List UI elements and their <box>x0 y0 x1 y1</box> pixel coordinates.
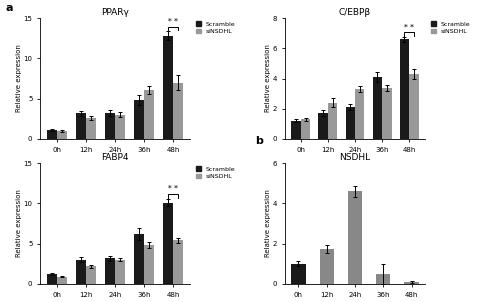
Text: b: b <box>255 136 263 146</box>
Bar <box>47 274 57 284</box>
Text: a: a <box>5 3 12 13</box>
Bar <box>173 240 183 284</box>
Bar <box>292 121 301 139</box>
Bar <box>320 249 334 284</box>
Bar <box>400 39 409 139</box>
Title: PPARγ: PPARγ <box>101 8 129 17</box>
Bar <box>76 113 86 139</box>
Bar <box>134 100 144 139</box>
Y-axis label: Relative expression: Relative expression <box>266 45 272 112</box>
Bar <box>318 113 328 139</box>
Y-axis label: Relative expression: Relative expression <box>16 45 22 112</box>
Bar <box>76 260 86 284</box>
Title: FABP4: FABP4 <box>101 153 129 162</box>
Bar <box>47 130 57 139</box>
Bar <box>144 245 154 284</box>
Bar <box>404 282 418 284</box>
Bar <box>57 131 67 139</box>
Y-axis label: Relative expression: Relative expression <box>16 190 22 257</box>
Text: * *: * * <box>404 24 414 31</box>
Bar <box>57 277 67 284</box>
Bar <box>144 90 154 139</box>
Bar <box>328 103 338 139</box>
Bar <box>86 266 96 284</box>
Bar <box>105 258 115 284</box>
Bar <box>301 119 310 139</box>
Bar <box>163 203 173 284</box>
Y-axis label: Relative expression: Relative expression <box>266 190 272 257</box>
Bar <box>355 89 364 139</box>
Legend: Scramble, siNSDHL: Scramble, siNSDHL <box>431 21 470 34</box>
Bar <box>115 260 125 284</box>
Bar <box>292 264 306 284</box>
Bar <box>163 36 173 139</box>
Title: NSDHL: NSDHL <box>340 153 370 162</box>
Legend: Scramble, siNSDHL: Scramble, siNSDHL <box>196 166 236 179</box>
Bar <box>115 115 125 139</box>
Bar <box>372 77 382 139</box>
Bar <box>105 113 115 139</box>
Legend: Scramble, siNSDHL: Scramble, siNSDHL <box>196 21 236 34</box>
Bar <box>376 274 390 284</box>
Text: * *: * * <box>168 18 178 26</box>
Title: C/EBPβ: C/EBPβ <box>339 8 371 17</box>
Text: * *: * * <box>168 185 178 194</box>
Bar <box>409 74 418 139</box>
Bar <box>173 82 183 139</box>
Bar <box>346 107 355 139</box>
Bar <box>382 88 392 139</box>
Bar <box>348 191 362 284</box>
Bar <box>134 234 144 284</box>
Bar <box>86 118 96 139</box>
